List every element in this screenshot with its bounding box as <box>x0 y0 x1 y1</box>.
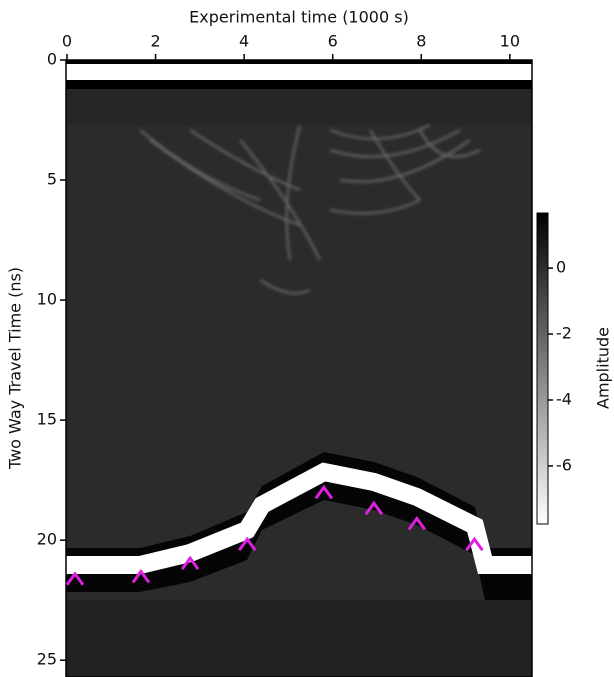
colorbar <box>536 212 549 525</box>
plot-frame <box>65 59 533 677</box>
x-tick-label: 2 <box>150 32 160 51</box>
radargram-image <box>66 60 532 677</box>
pick-marker <box>407 516 427 531</box>
y-tick-label: 0 <box>47 50 57 69</box>
x-tick-label: 10 <box>500 32 520 51</box>
pick-marker <box>364 500 384 516</box>
y-tick-label: 10 <box>37 290 57 309</box>
colorbar-tick-label: -6 <box>556 455 572 474</box>
x-tick-label: 0 <box>62 32 72 51</box>
colorbar-tick-label: -2 <box>556 324 572 343</box>
x-axis-title: Experimental time (1000 s) <box>189 8 409 27</box>
colorbar-tick-label: 0 <box>556 258 566 277</box>
x-tick-label: 8 <box>416 32 426 51</box>
x-tick-label: 4 <box>239 32 249 51</box>
y-axis-title: Two Way Travel Time (ns) <box>6 267 25 470</box>
pick-marker <box>238 536 257 552</box>
pick-marker <box>131 568 151 584</box>
pick-marker <box>180 555 200 571</box>
y-tick-label: 15 <box>37 410 57 429</box>
colorbar-label: Amplitude <box>594 327 613 409</box>
y-tick-label: 25 <box>37 650 57 669</box>
x-tick-label: 6 <box>328 32 338 51</box>
pick-marker <box>65 571 85 586</box>
y-tick-label: 5 <box>47 170 57 189</box>
colorbar-tick-label: -4 <box>556 389 572 408</box>
pick-marker <box>314 484 334 500</box>
y-tick-label: 20 <box>37 530 57 549</box>
pick-marker <box>465 536 484 552</box>
